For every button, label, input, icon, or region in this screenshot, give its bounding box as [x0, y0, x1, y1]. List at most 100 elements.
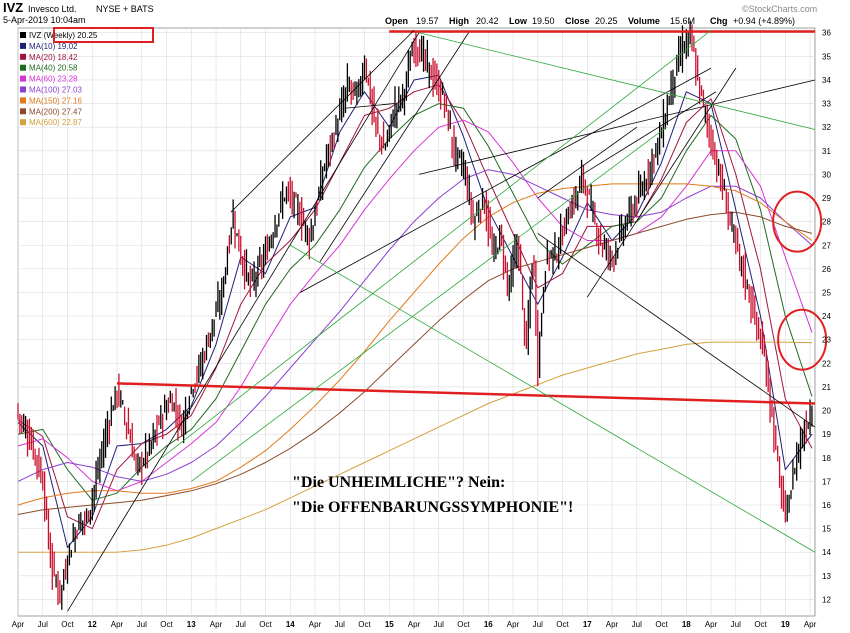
y-tick-label: 26 [822, 265, 831, 274]
legend-entry: IVZ (Weekly) 20.25 [29, 31, 98, 40]
ma-line-ma150 [17, 183, 813, 506]
high-value: 20.42 [476, 16, 499, 26]
price-bars [17, 21, 813, 610]
y-tick-label: 28 [822, 218, 831, 227]
y-tick-label: 23 [822, 336, 831, 345]
quote-date: 5-Apr-2019 10:04am [3, 15, 86, 25]
low-value: 19.50 [532, 16, 555, 26]
symbol: IVZ [3, 0, 23, 15]
close-value: 20.25 [595, 16, 618, 26]
y-tick-label: 15 [822, 525, 831, 534]
legend-swatch [20, 53, 26, 60]
exchange: NYSE + BATS [96, 4, 154, 14]
x-tick-label: Jul [434, 620, 444, 629]
x-tick-label: Oct [754, 620, 767, 629]
x-tick-label: Jul [533, 620, 543, 629]
volume-label: Volume [628, 16, 660, 26]
trendlines [67, 30, 816, 612]
x-tick-label: Jul [38, 620, 48, 629]
y-tick-label: 25 [822, 288, 831, 297]
legend-swatch [20, 86, 26, 93]
legend: IVZ (Weekly) 20.25 MA(10) 19.02 MA(20) 18.… [20, 31, 98, 127]
highlight-circle [772, 190, 823, 253]
trendline [586, 67, 737, 298]
open-value: 19.57 [416, 16, 439, 26]
y-tick-label: 33 [822, 100, 831, 109]
annotation-line-2: "Die OFFENBARUNGSSYMPHONIE"! [292, 499, 573, 516]
y-tick-label: 31 [822, 147, 831, 156]
y-tick-label: 34 [822, 76, 831, 85]
x-tick-label: 15 [385, 620, 394, 629]
x-tick-label: 16 [484, 620, 493, 629]
legend-swatch [20, 64, 26, 71]
trendline [191, 126, 667, 482]
x-tick-label: 18 [682, 620, 691, 629]
y-tick-label: 20 [822, 407, 831, 416]
trendline [418, 32, 816, 130]
high-label: High [449, 16, 469, 26]
legend-entry: MA(20) 18.42 [29, 53, 78, 62]
ma-line-ma200 [17, 211, 813, 515]
trendline [418, 79, 816, 175]
trendline [582, 91, 717, 175]
legend-entry: MA(60) 23.28 [29, 75, 78, 84]
legend-swatch [20, 119, 26, 126]
x-tick-label: Oct [457, 620, 470, 629]
trendline [161, 30, 712, 459]
legend-entry: MA(10) 19.02 [29, 42, 78, 51]
legend-entry: MA(200) 27.47 [29, 107, 82, 116]
legend-swatch [20, 42, 26, 49]
y-tick-label: 35 [822, 52, 831, 61]
x-tick-label: Apr [804, 620, 817, 629]
low-label: Low [509, 16, 528, 26]
x-tick-label: Apr [12, 620, 25, 629]
x-tick-label: Apr [309, 620, 322, 629]
y-tick-label: 29 [822, 194, 831, 203]
x-tick-label: Apr [408, 620, 421, 629]
trendline [537, 126, 638, 199]
highlight-circle [777, 308, 828, 371]
x-tick-label: Oct [358, 620, 371, 629]
x-tick-label: 12 [88, 620, 97, 629]
y-tick-label: 22 [822, 359, 831, 368]
x-tick-label: Apr [210, 620, 223, 629]
y-tick-label: 30 [822, 170, 831, 179]
y-tick-label: 14 [822, 548, 831, 557]
y-tick-label: 19 [822, 430, 831, 439]
y-tick-label: 12 [822, 595, 831, 604]
ma-line-ma40 [17, 103, 813, 501]
highlight-circles [772, 190, 828, 371]
x-tick-label: 13 [187, 620, 196, 629]
ma-line-ma600 [18, 341, 813, 553]
chg-value: +0.94 (+4.89%) [733, 16, 795, 26]
ma-line-ma100 [17, 169, 813, 482]
legend-entry: MA(600) 22.87 [29, 118, 82, 127]
trendline [299, 67, 712, 293]
annotation-line-1: "Die UNHEIMLICHE"? Nein: [292, 474, 505, 491]
trendline [67, 32, 420, 612]
x-tick-label: Oct [160, 620, 173, 629]
close-label: Close [565, 16, 590, 26]
x-tick-label: Jul [632, 620, 642, 629]
x-axis-ticks: Apr Jul Oct 12 Apr Jul Oct 13 Apr Jul Oct 14 Apr Jul O… [12, 620, 817, 629]
x-tick-label: Oct [259, 620, 272, 629]
y-tick-label: 18 [822, 454, 831, 463]
legend-highlight-box [53, 27, 154, 43]
legend-swatch [20, 108, 26, 115]
legend-entry: MA(150) 27.16 [29, 96, 82, 105]
y-axis-ticks: 12 13 14 15 16 17 18 19 20 21 22 23 24 25 26 27 28 29 30 31… [822, 29, 831, 605]
legend-swatch [20, 75, 26, 82]
trendline [319, 32, 469, 263]
y-tick-label: 24 [822, 312, 831, 321]
y-tick-label: 32 [822, 123, 831, 132]
watermark: ©StockCharts.com [742, 4, 817, 14]
legend-entry: MA(100) 27.03 [29, 86, 82, 95]
legend-swatch [20, 32, 26, 38]
y-tick-label: 16 [822, 501, 831, 510]
open-label: Open [385, 16, 408, 26]
y-tick-label: 27 [822, 241, 831, 250]
trendline [537, 233, 816, 428]
x-tick-label: Apr [507, 620, 520, 629]
trendline [116, 382, 816, 405]
